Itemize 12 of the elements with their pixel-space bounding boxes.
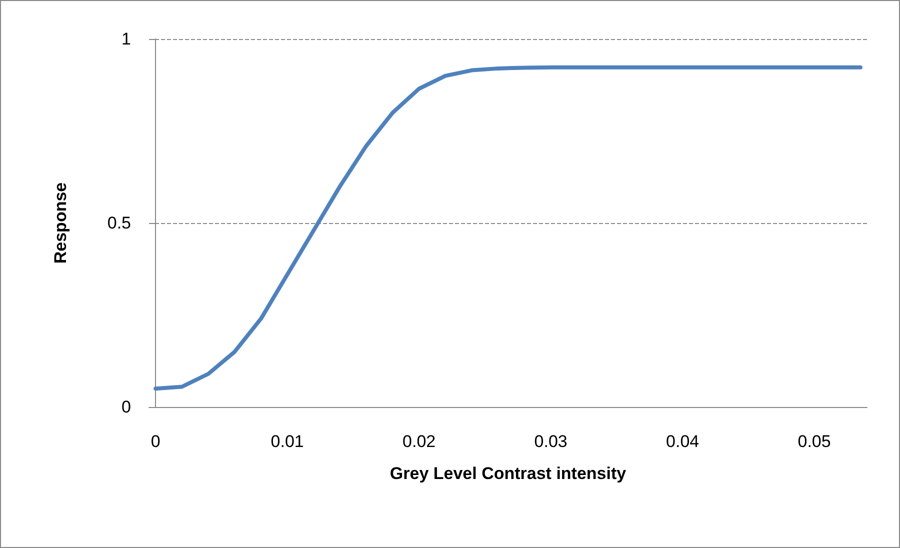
- x-tick-label: 0.05: [798, 432, 831, 451]
- y-tick-label: 0.5: [107, 214, 131, 232]
- y-axis-title: Response: [51, 182, 70, 264]
- x-tick-label: 0.04: [666, 432, 700, 451]
- x-tick-label: 0.02: [402, 432, 436, 451]
- x-tick-label: 0.01: [270, 432, 304, 451]
- y-tick-label: 1: [122, 30, 131, 48]
- x-tick-label: 0: [150, 432, 160, 451]
- x-tick-label: 0.03: [534, 432, 568, 451]
- y-tick-label: 0: [122, 398, 131, 416]
- x-axis-title: Grey Level Contrast intensity: [390, 464, 627, 483]
- line-series: [154, 65, 862, 391]
